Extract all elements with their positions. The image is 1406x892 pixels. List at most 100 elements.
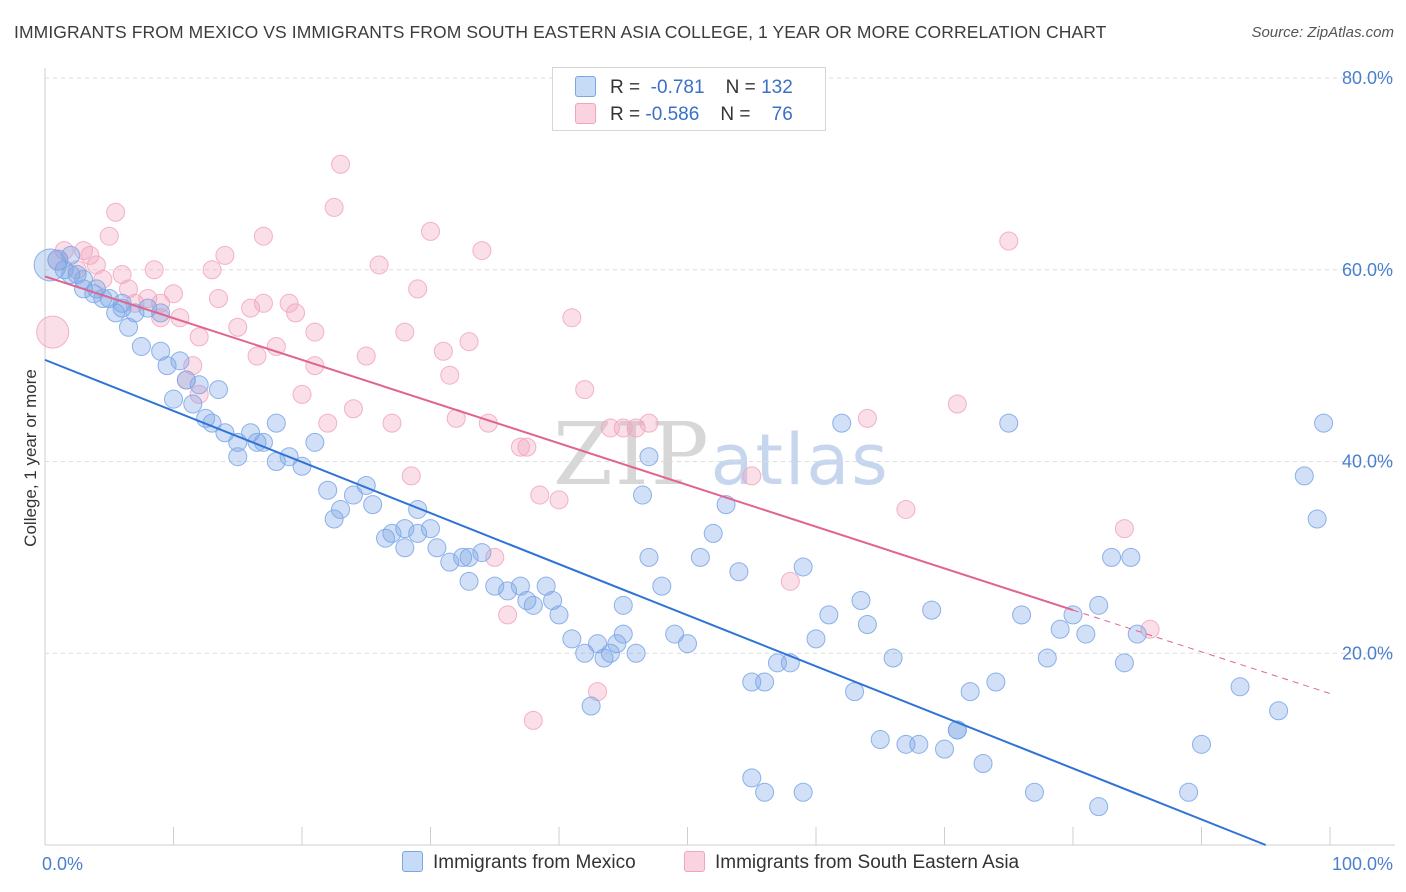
sea-point [549, 490, 569, 510]
mexico-point [305, 432, 325, 452]
sea-point [189, 384, 209, 404]
mexico-trend-line [44, 358, 1267, 846]
x-tick-label-min: 0.0% [42, 854, 83, 874]
mexico-point [324, 509, 344, 529]
mexico-point [510, 576, 530, 596]
sea-point [369, 255, 389, 275]
mexico-point [819, 605, 839, 625]
mexico-point [119, 317, 139, 337]
chart-source: Source: ZipAtlas.com [1251, 24, 1394, 41]
mexico-point [343, 485, 363, 505]
sea-point [202, 260, 222, 280]
legend-n-label: N = [720, 104, 751, 125]
sea-point [575, 380, 595, 400]
sea-point [517, 437, 537, 457]
mexico-point [716, 495, 736, 515]
legend-r-label: R = [610, 104, 641, 125]
mexico-point [459, 571, 479, 591]
correlation-legend: R = -0.781 N = 132 R = -0.586 N = 76 [552, 67, 826, 131]
y-tick-label: 40.0% [1342, 452, 1393, 472]
mexico-point [421, 519, 440, 539]
sea-point [382, 413, 402, 433]
sea-point [86, 255, 106, 275]
mexico-point [138, 298, 158, 318]
sea-point [99, 226, 119, 246]
mexico-point [857, 614, 877, 634]
mexico-point [440, 552, 460, 572]
sea-point [472, 241, 492, 261]
bottom-legend-sea: Immigrants from South Eastern Asia [684, 851, 1019, 874]
mexico-point [266, 413, 286, 433]
mexico-point [536, 576, 556, 596]
mexico-point [665, 624, 685, 644]
mexico-point [1012, 605, 1032, 625]
mexico-point [485, 576, 505, 596]
watermark: ZIPatlas [553, 405, 890, 505]
sea-point [286, 303, 306, 323]
sea-point [164, 284, 183, 304]
sea-point [498, 605, 518, 625]
sea-point [253, 293, 273, 313]
sea-point [74, 241, 94, 261]
sea-point [530, 485, 550, 505]
sea-point [318, 413, 338, 433]
sea-point [588, 682, 608, 702]
sea-point [324, 197, 344, 217]
sea-points [36, 154, 1160, 730]
mexico-point [215, 423, 235, 443]
bottom-legend-swatch-mexico [402, 851, 423, 872]
sea-point [639, 413, 659, 433]
sea-point [331, 154, 351, 174]
mexico-point [639, 547, 659, 567]
legend-n-value: 132 [761, 77, 793, 98]
mexico-point [986, 672, 1006, 692]
mexico-point [973, 754, 993, 774]
mexico-point [125, 303, 145, 323]
mexico-point [131, 336, 151, 356]
mexico-point [755, 782, 775, 802]
sea-point [1140, 619, 1160, 639]
sea-point [119, 279, 139, 299]
sea-point [742, 466, 762, 486]
mexico-point [922, 600, 942, 620]
mexico-point [164, 389, 183, 409]
sea-point [343, 399, 363, 419]
mexico-point [1127, 624, 1147, 644]
mexico-point [1307, 509, 1327, 529]
sea-point [356, 346, 376, 366]
mexico-point [170, 351, 190, 371]
mexico-point [84, 284, 104, 304]
legend-n-value: 76 [771, 104, 793, 125]
mexico-point [189, 375, 209, 395]
mexico-point [960, 682, 980, 702]
mexico-point [806, 629, 826, 649]
mexico-point [453, 547, 473, 567]
sea-point [562, 308, 582, 328]
mexico-point [61, 245, 81, 265]
mexico-point [549, 605, 569, 625]
sea-trend-line [44, 275, 1074, 612]
mexico-point [99, 289, 119, 309]
mexico-point [472, 543, 492, 563]
mexico-point [870, 730, 890, 750]
sea-point [305, 322, 325, 342]
bottom-legend-mexico: Immigrants from Mexico [402, 851, 636, 874]
mexico-point [1121, 547, 1141, 567]
sea-point [183, 356, 203, 376]
mexico-point [1076, 624, 1096, 644]
sea-point [144, 260, 164, 280]
sea-point [208, 289, 228, 309]
sea-point [215, 245, 235, 265]
sea-point [626, 418, 646, 438]
sea-point [947, 394, 967, 414]
mexico-point [112, 293, 132, 313]
mexico-point [851, 591, 871, 611]
mexico-point [1089, 797, 1109, 817]
mexico-point [151, 303, 171, 323]
legend-swatch-sea [575, 103, 596, 124]
mexico-point [331, 499, 351, 519]
mexico-point [562, 629, 582, 649]
mexico-point [157, 356, 177, 376]
sea-point [138, 289, 158, 309]
mexico-point [459, 547, 479, 567]
